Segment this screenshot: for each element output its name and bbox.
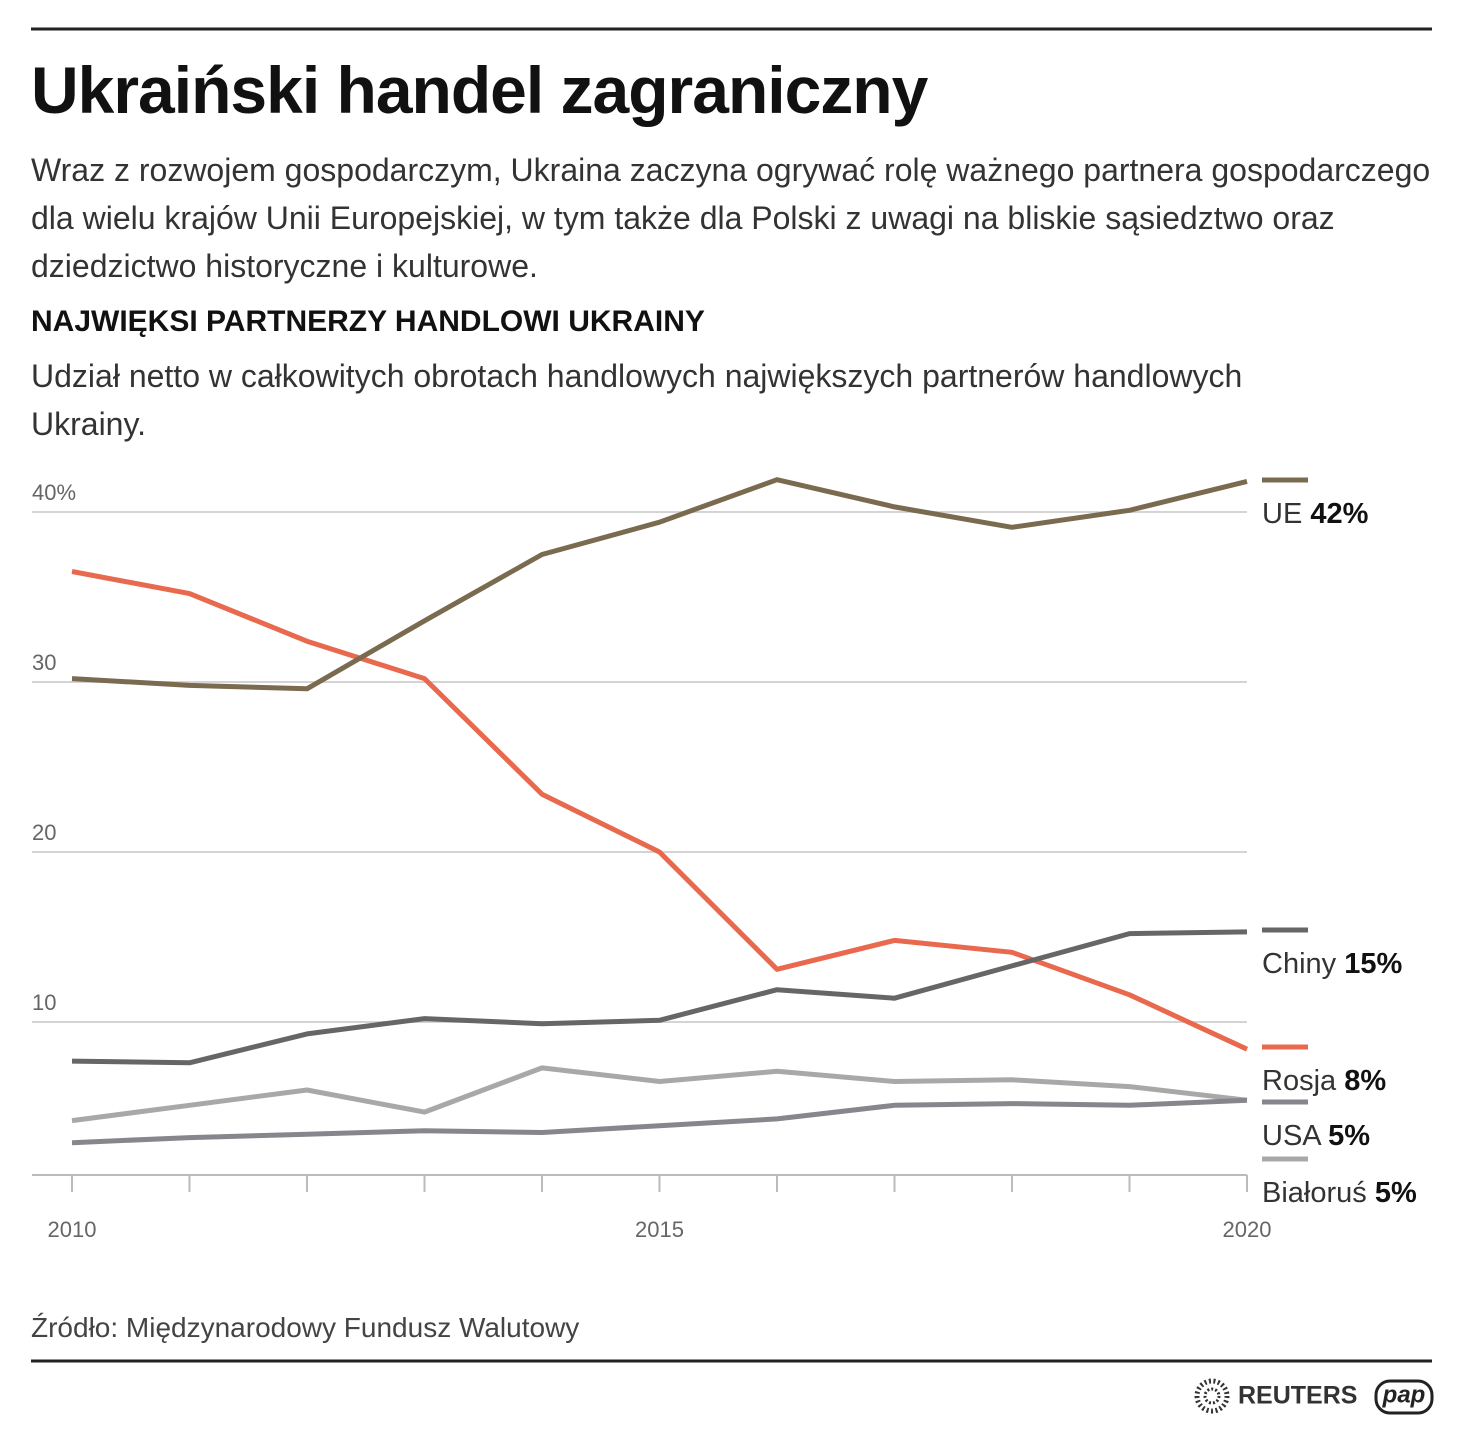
series-line — [71, 929, 1248, 1066]
x-tick-label: 2020 — [1223, 1217, 1272, 1242]
end-label: 42% — [1310, 498, 1368, 530]
series-line — [71, 1097, 1248, 1146]
legend-name: Rosja — [1262, 1065, 1337, 1097]
series-line — [71, 569, 1249, 1052]
subtitle: Udział netto w całkowitych obrotach hand… — [31, 358, 1243, 442]
end-label: 5% — [1375, 1177, 1417, 1209]
title: Ukraiński handel zagraniczny — [31, 53, 928, 127]
x-tick-label: 2010 — [48, 1217, 97, 1242]
credit: pap — [1382, 1381, 1426, 1408]
y-tick-label: 20 — [32, 820, 56, 845]
pap-logo — [1374, 1379, 1434, 1415]
y-tick-label: 40% — [32, 480, 76, 505]
y-tick-label: 10 — [32, 990, 56, 1015]
legend-name: Chiny — [1262, 948, 1337, 980]
series-line — [71, 1065, 1248, 1124]
legend-label: UE 42% — [1262, 498, 1369, 530]
x-tick-label: 2015 — [635, 1217, 684, 1242]
legend-name: USA — [1262, 1120, 1322, 1152]
credit: REUTERS — [1238, 1382, 1357, 1410]
legend-label: Chiny 15% — [1262, 948, 1402, 980]
section-title: NAJWIĘKSI PARTNERZY HANDLOWI UKRAINY — [31, 305, 705, 338]
source: Źródło: Międzynarodowy Fundusz Walutowy — [31, 1312, 580, 1343]
legend-name: Białoruś — [1262, 1177, 1367, 1209]
series-line — [71, 477, 1248, 692]
end-label: 8% — [1344, 1065, 1386, 1097]
legend-label: Białoruś 5% — [1262, 1177, 1417, 1209]
reuters-logo — [1194, 1378, 1230, 1414]
end-label: 5% — [1328, 1120, 1370, 1152]
y-tick-label: 30 — [32, 650, 56, 675]
intro: Wraz z rozwojem gospodarczym, Ukraina za… — [31, 152, 1431, 284]
end-label: 15% — [1344, 948, 1402, 980]
legend-label: Rosja 8% — [1262, 1065, 1386, 1097]
legend-label: USA 5% — [1262, 1120, 1370, 1152]
legend-name: UE — [1262, 498, 1302, 530]
